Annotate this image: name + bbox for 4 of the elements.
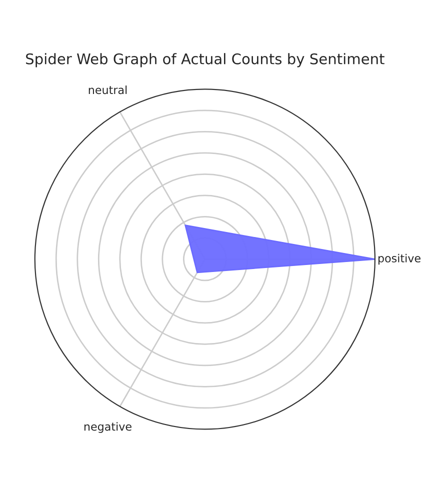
spoke-label: positive [378,254,420,265]
spoke-label: neutral [88,86,127,94]
spoke-label: negative [84,422,132,433]
chart-title: Spider Web Graph of Actual Counts by Sentiment [26,53,384,68]
